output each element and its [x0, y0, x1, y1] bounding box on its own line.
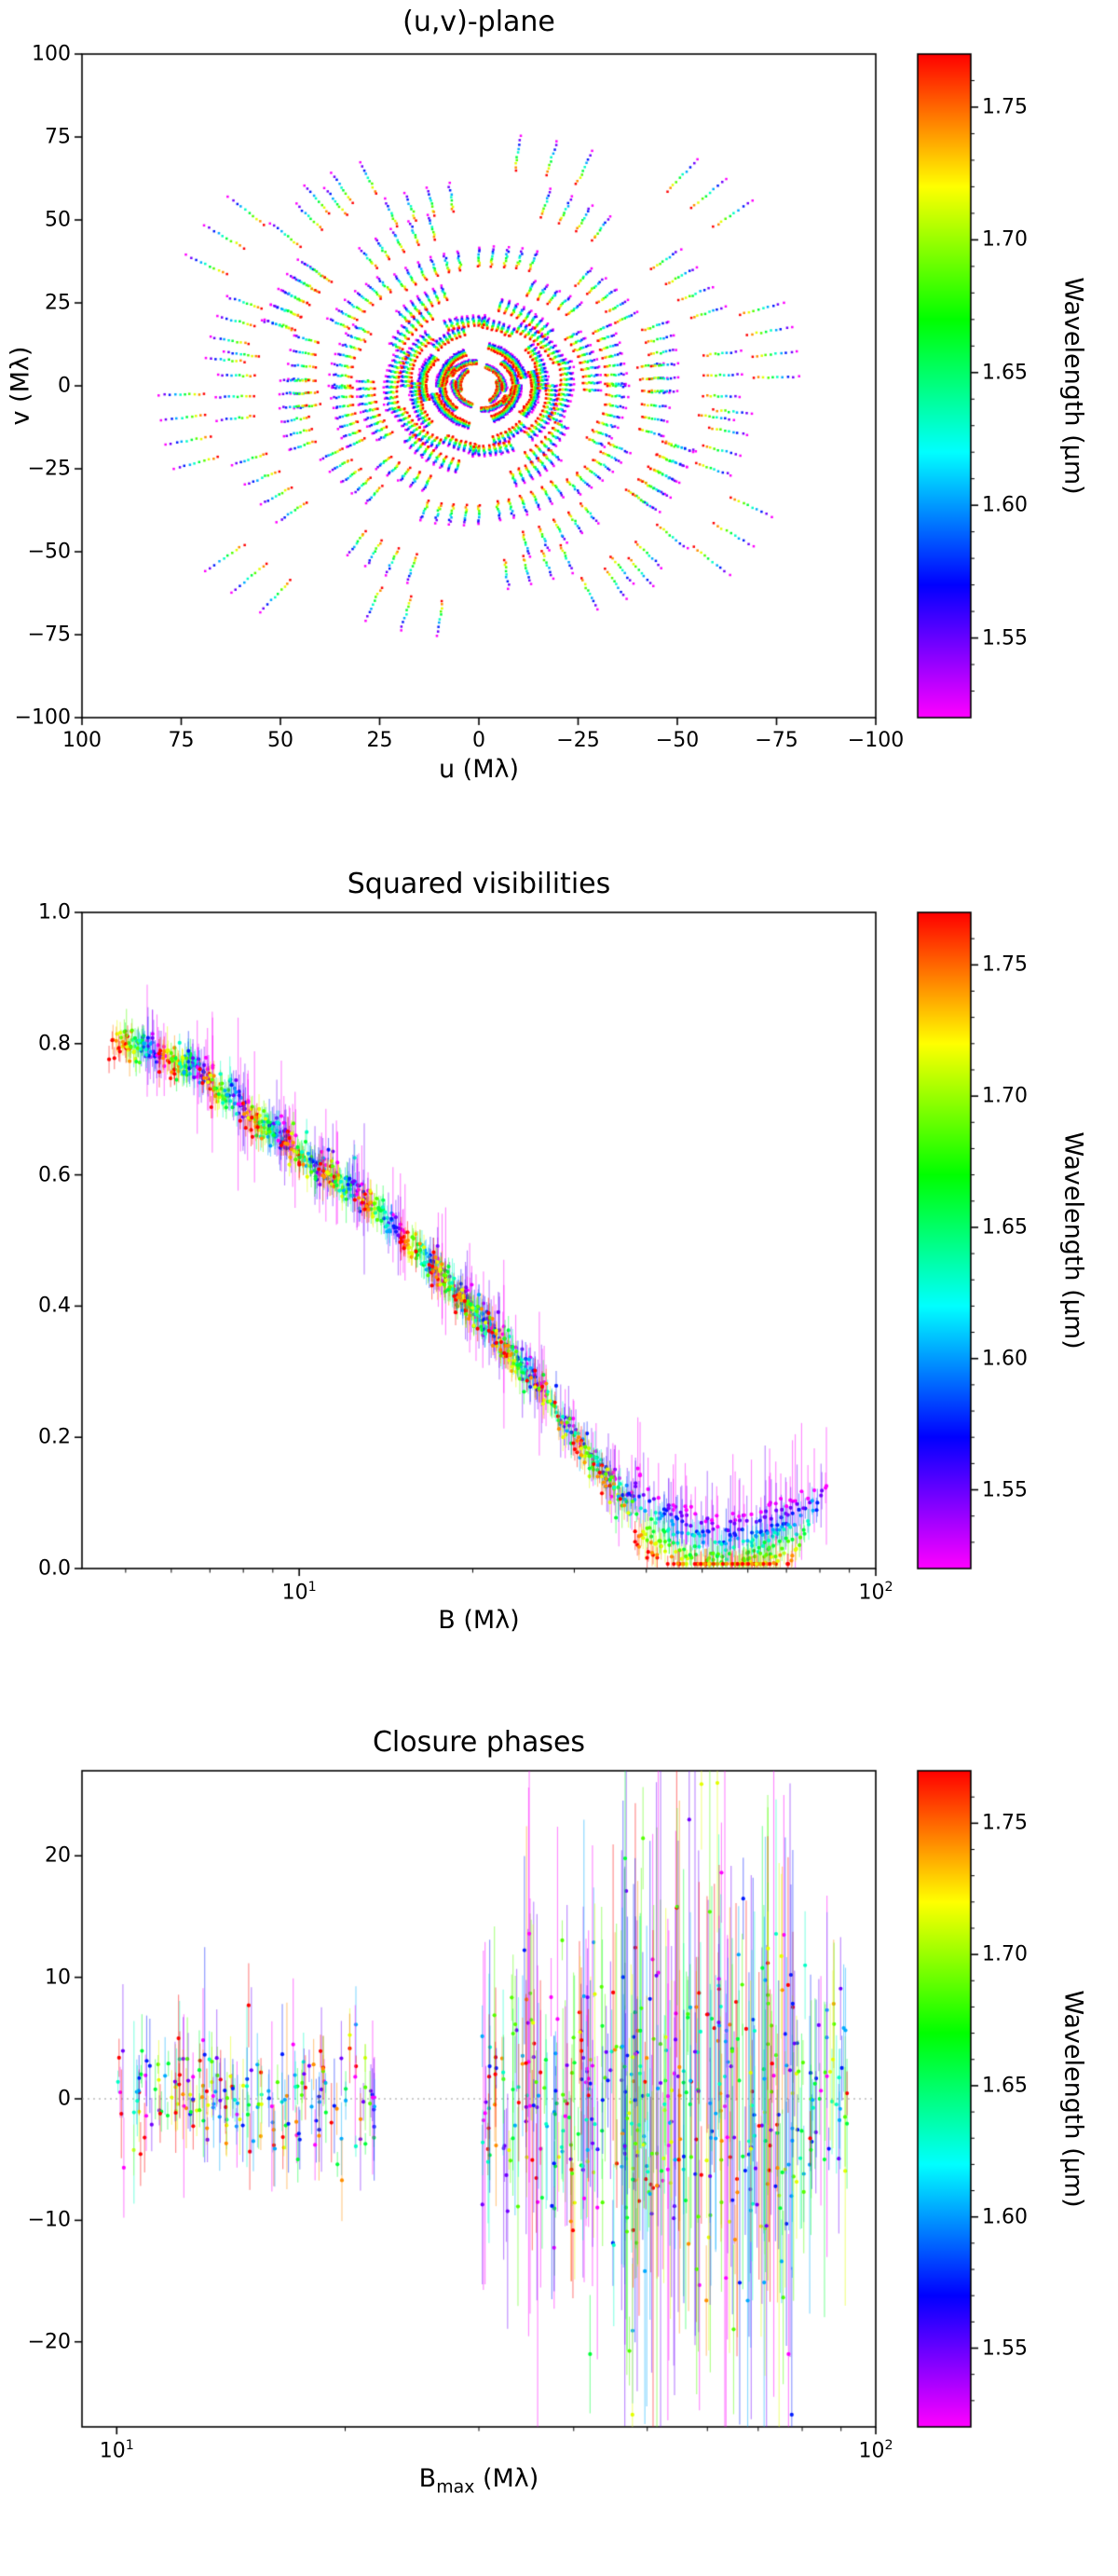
squared-visibilities-title: Squared visibilities	[347, 868, 611, 900]
closure-phases-panel: Closure phases Bmax (Mλ) Wavelength (μm)…	[0, 1717, 1118, 2575]
xlabel-rest: (Mλ)	[474, 2464, 539, 2493]
v2-x-axis-label: B (Mλ)	[438, 1606, 520, 1635]
closure-phases-title: Closure phases	[372, 1726, 586, 1759]
colorbar-label: Wavelength (μm)	[1058, 277, 1088, 495]
xlabel-subscript: max	[436, 2476, 475, 2498]
cp-x-axis-label: Bmax (Mλ)	[419, 2464, 539, 2497]
uv-plane-title: (u,v)-plane	[402, 6, 555, 38]
uv-x-axis-label: u (Mλ)	[438, 755, 520, 784]
colorbar-label: Wavelength (μm)	[1058, 1990, 1088, 2208]
squared-visibilities-panel: Squared visibilities B (Mλ) Wavelength (…	[0, 858, 1118, 1717]
squared-visibilities-canvas	[0, 858, 1118, 1717]
uv-plane-panel: (u,v)-plane v (Mλ) u (Mλ) Wavelength (μm…	[0, 0, 1118, 858]
colorbar-label: Wavelength (μm)	[1058, 1131, 1088, 1350]
closure-phases-canvas	[0, 1717, 1118, 2575]
uv-y-axis-label: v (Mλ)	[6, 346, 35, 426]
xlabel-base: B	[418, 2464, 437, 2493]
uv-plane-canvas	[0, 0, 1118, 858]
